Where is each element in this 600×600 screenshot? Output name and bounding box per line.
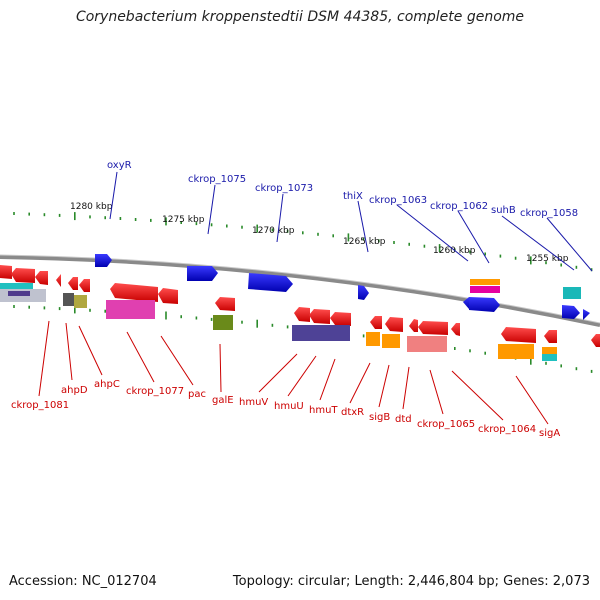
gene-arrow[interactable] bbox=[562, 305, 580, 319]
gene-box[interactable] bbox=[470, 279, 500, 285]
gene-label[interactable]: sigB bbox=[369, 412, 390, 423]
map-title: Corynebacterium kroppenstedtii DSM 44385… bbox=[75, 9, 525, 25]
gene-arrow[interactable] bbox=[358, 285, 369, 300]
gene-box[interactable] bbox=[498, 344, 534, 359]
gene-label[interactable]: ckrop_1063 bbox=[369, 195, 427, 206]
gene-label[interactable]: sigA bbox=[539, 428, 560, 439]
gene-arrow[interactable] bbox=[11, 268, 35, 283]
scale-label: 1260 kbp bbox=[433, 246, 476, 256]
gene-box[interactable] bbox=[382, 334, 400, 348]
gene-box[interactable] bbox=[470, 286, 500, 293]
gene-box[interactable] bbox=[74, 295, 87, 308]
scale-label: 1280 kbp bbox=[70, 202, 113, 212]
gene-box[interactable] bbox=[542, 347, 557, 354]
scale-label: 1270 kbp bbox=[252, 226, 295, 236]
gene-box[interactable] bbox=[563, 287, 581, 299]
scale-label: 1255 kbp bbox=[526, 254, 569, 264]
gene-arrow[interactable] bbox=[309, 309, 330, 324]
gene-label[interactable]: oxyR bbox=[107, 160, 132, 171]
gene-label[interactable]: suhB bbox=[491, 205, 516, 216]
reverse-strand-genes bbox=[0, 265, 600, 361]
gene-arrow[interactable] bbox=[68, 277, 78, 290]
gene-label[interactable]: dtd bbox=[395, 414, 412, 425]
gene-box[interactable] bbox=[63, 293, 74, 306]
top-label-connectors bbox=[109, 171, 593, 272]
gene-label[interactable]: ckrop_1062 bbox=[430, 201, 488, 212]
gene-arrow[interactable] bbox=[248, 273, 293, 292]
gene-arrow[interactable] bbox=[385, 317, 403, 332]
gene-arrow[interactable] bbox=[79, 279, 90, 292]
gene-label[interactable]: ckrop_1075 bbox=[188, 174, 246, 185]
gene-label[interactable]: ckrop_1065 bbox=[417, 419, 475, 430]
gene-arrow[interactable] bbox=[501, 327, 536, 343]
scale-label: 1265 kbp bbox=[343, 237, 386, 247]
gene-label[interactable]: ckrop_1064 bbox=[478, 424, 536, 435]
gene-arrow[interactable] bbox=[95, 254, 112, 267]
gene-label[interactable]: thiX bbox=[343, 191, 363, 202]
gene-label[interactable]: dtxR bbox=[341, 407, 364, 418]
gene-box[interactable] bbox=[106, 300, 155, 319]
gene-label[interactable]: ahpC bbox=[94, 379, 120, 390]
bottom-label-connectors bbox=[38, 320, 549, 425]
gene-arrow[interactable] bbox=[583, 309, 590, 320]
gene-arrow[interactable] bbox=[35, 271, 48, 285]
gene-arrow[interactable] bbox=[370, 316, 382, 329]
gene-label[interactable]: ckrop_1081 bbox=[11, 400, 69, 411]
gene-label[interactable]: ckrop_1058 bbox=[520, 208, 578, 219]
gene-box[interactable] bbox=[8, 291, 30, 296]
gene-label[interactable]: galE bbox=[212, 395, 234, 406]
scale-label: 1275 kbp bbox=[162, 215, 205, 225]
gene-label[interactable]: ckrop_1077 bbox=[126, 386, 184, 397]
gene-arrow[interactable] bbox=[0, 265, 12, 279]
gene-box[interactable] bbox=[366, 332, 380, 346]
gene-arrow[interactable] bbox=[215, 297, 235, 311]
gene-box[interactable] bbox=[292, 325, 350, 341]
gene-label[interactable]: ahpD bbox=[61, 385, 88, 396]
gene-arrow[interactable] bbox=[56, 274, 61, 287]
gene-label[interactable]: hmuU bbox=[274, 401, 304, 412]
gene-arrow[interactable] bbox=[294, 307, 310, 322]
gene-arrow[interactable] bbox=[544, 330, 557, 343]
forward-strand-genes bbox=[95, 254, 590, 320]
gene-arrow[interactable] bbox=[158, 288, 178, 304]
gene-arrow[interactable] bbox=[469, 297, 500, 312]
gene-arrow[interactable] bbox=[451, 323, 460, 336]
scale-ticks-outer bbox=[13, 212, 593, 272]
gene-arrow[interactable] bbox=[463, 297, 469, 309]
gene-label[interactable]: pac bbox=[188, 389, 206, 400]
gene-arrow[interactable] bbox=[409, 319, 418, 332]
topology-text: Topology: circular; Length: 2,446,804 bp… bbox=[232, 574, 590, 589]
genome-backbone bbox=[0, 255, 600, 327]
gene-arrow[interactable] bbox=[110, 283, 158, 302]
gene-label[interactable]: ckrop_1073 bbox=[255, 183, 313, 194]
gene-arrow[interactable] bbox=[330, 312, 351, 326]
gene-arrow[interactable] bbox=[187, 266, 218, 281]
gene-arrow[interactable] bbox=[591, 334, 600, 347]
gene-box[interactable] bbox=[213, 315, 233, 330]
gene-box[interactable] bbox=[542, 354, 557, 361]
gene-arrow[interactable] bbox=[418, 321, 448, 335]
accession-text: Accession: NC_012704 bbox=[9, 574, 157, 589]
gene-box[interactable] bbox=[0, 283, 33, 289]
gene-box[interactable] bbox=[407, 336, 447, 352]
gene-label[interactable]: hmuV bbox=[239, 397, 268, 408]
gene-label[interactable]: hmuT bbox=[309, 405, 338, 416]
